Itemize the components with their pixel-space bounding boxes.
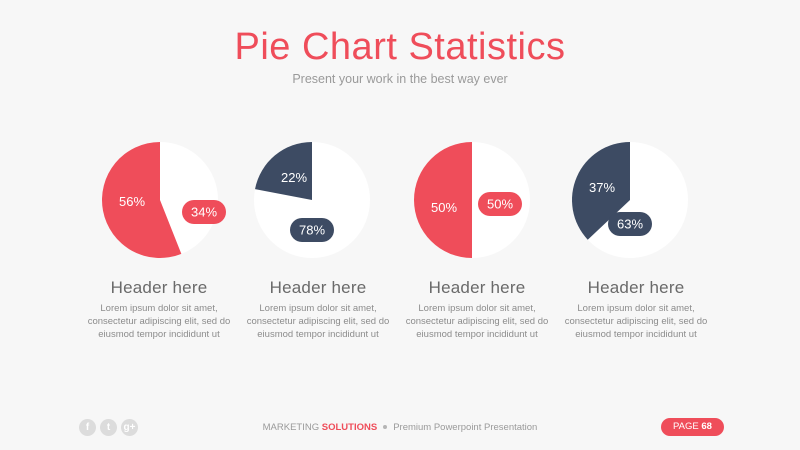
pie-charts-row: 56% 34% 22% 78% 50% 50% 37% 63% Header here Lor… xyxy=(0,140,800,380)
chart-card-3-text: Header here Lorem ipsum dolor sit amet, … xyxy=(397,278,557,341)
separator-dot xyxy=(383,424,388,429)
pill-label: 63% xyxy=(617,217,643,232)
footer-brand: MARKETING SOLUTIONS Premium Powerpoint Pr… xyxy=(0,422,800,433)
card-body: Lorem ipsum dolor sit amet, consectetur … xyxy=(246,303,390,340)
card-body: Lorem ipsum dolor sit amet, consectetur … xyxy=(405,303,549,340)
chart-card-1-text: Header here Lorem ipsum dolor sit amet, … xyxy=(79,278,239,341)
google-plus-icon[interactable]: g+ xyxy=(121,419,138,436)
page-title: Pie Chart Statistics xyxy=(234,26,566,68)
card-header: Header here xyxy=(269,278,367,297)
chart-card-2-text: Header here Lorem ipsum dolor sit amet, … xyxy=(238,278,398,341)
brand-prefix: MARKETING xyxy=(262,422,320,433)
slice-label: 22% xyxy=(281,170,307,185)
card-body: Lorem ipsum dolor sit amet, consectetur … xyxy=(564,303,708,340)
chart-card-4-text: Header here Lorem ipsum dolor sit amet, … xyxy=(556,278,716,341)
footer: f t g+ MARKETING SOLUTIONS Premium Powerp… xyxy=(0,415,800,441)
page-subtitle: Present your work in the best way ever xyxy=(292,72,508,86)
page-number: 68 xyxy=(701,421,712,432)
card-body: Lorem ipsum dolor sit amet, consectetur … xyxy=(87,303,231,340)
pill-badge xyxy=(182,200,226,224)
pie-slice xyxy=(414,142,472,258)
slice-label: 50% xyxy=(431,200,457,215)
card-header: Header here xyxy=(428,278,526,297)
pill-badge xyxy=(290,218,334,242)
pill-badge xyxy=(608,212,652,236)
page-number-badge: PAGE 68 xyxy=(661,418,724,436)
card-header: Header here xyxy=(110,278,208,297)
brand-accent: SOLUTIONS xyxy=(321,422,378,433)
slice-label: 56% xyxy=(119,194,145,209)
page-label: PAGE xyxy=(673,421,699,432)
pie-chart-1: 56% 34% 22% 78% 50% 50% 37% 63% xyxy=(102,142,688,258)
pill-badge xyxy=(478,192,522,216)
card-header: Header here xyxy=(587,278,685,297)
slice-label: 37% xyxy=(589,180,615,195)
facebook-icon[interactable]: f xyxy=(79,419,96,436)
twitter-icon[interactable]: t xyxy=(100,419,117,436)
pie-slice xyxy=(572,142,630,240)
pie-slice xyxy=(102,142,182,258)
pie-slice xyxy=(255,142,312,200)
pill-label: 34% xyxy=(191,205,217,220)
pill-label: 78% xyxy=(299,223,325,238)
footer-tagline: Premium Powerpoint Presentation xyxy=(393,422,538,433)
pill-label: 50% xyxy=(487,197,513,212)
